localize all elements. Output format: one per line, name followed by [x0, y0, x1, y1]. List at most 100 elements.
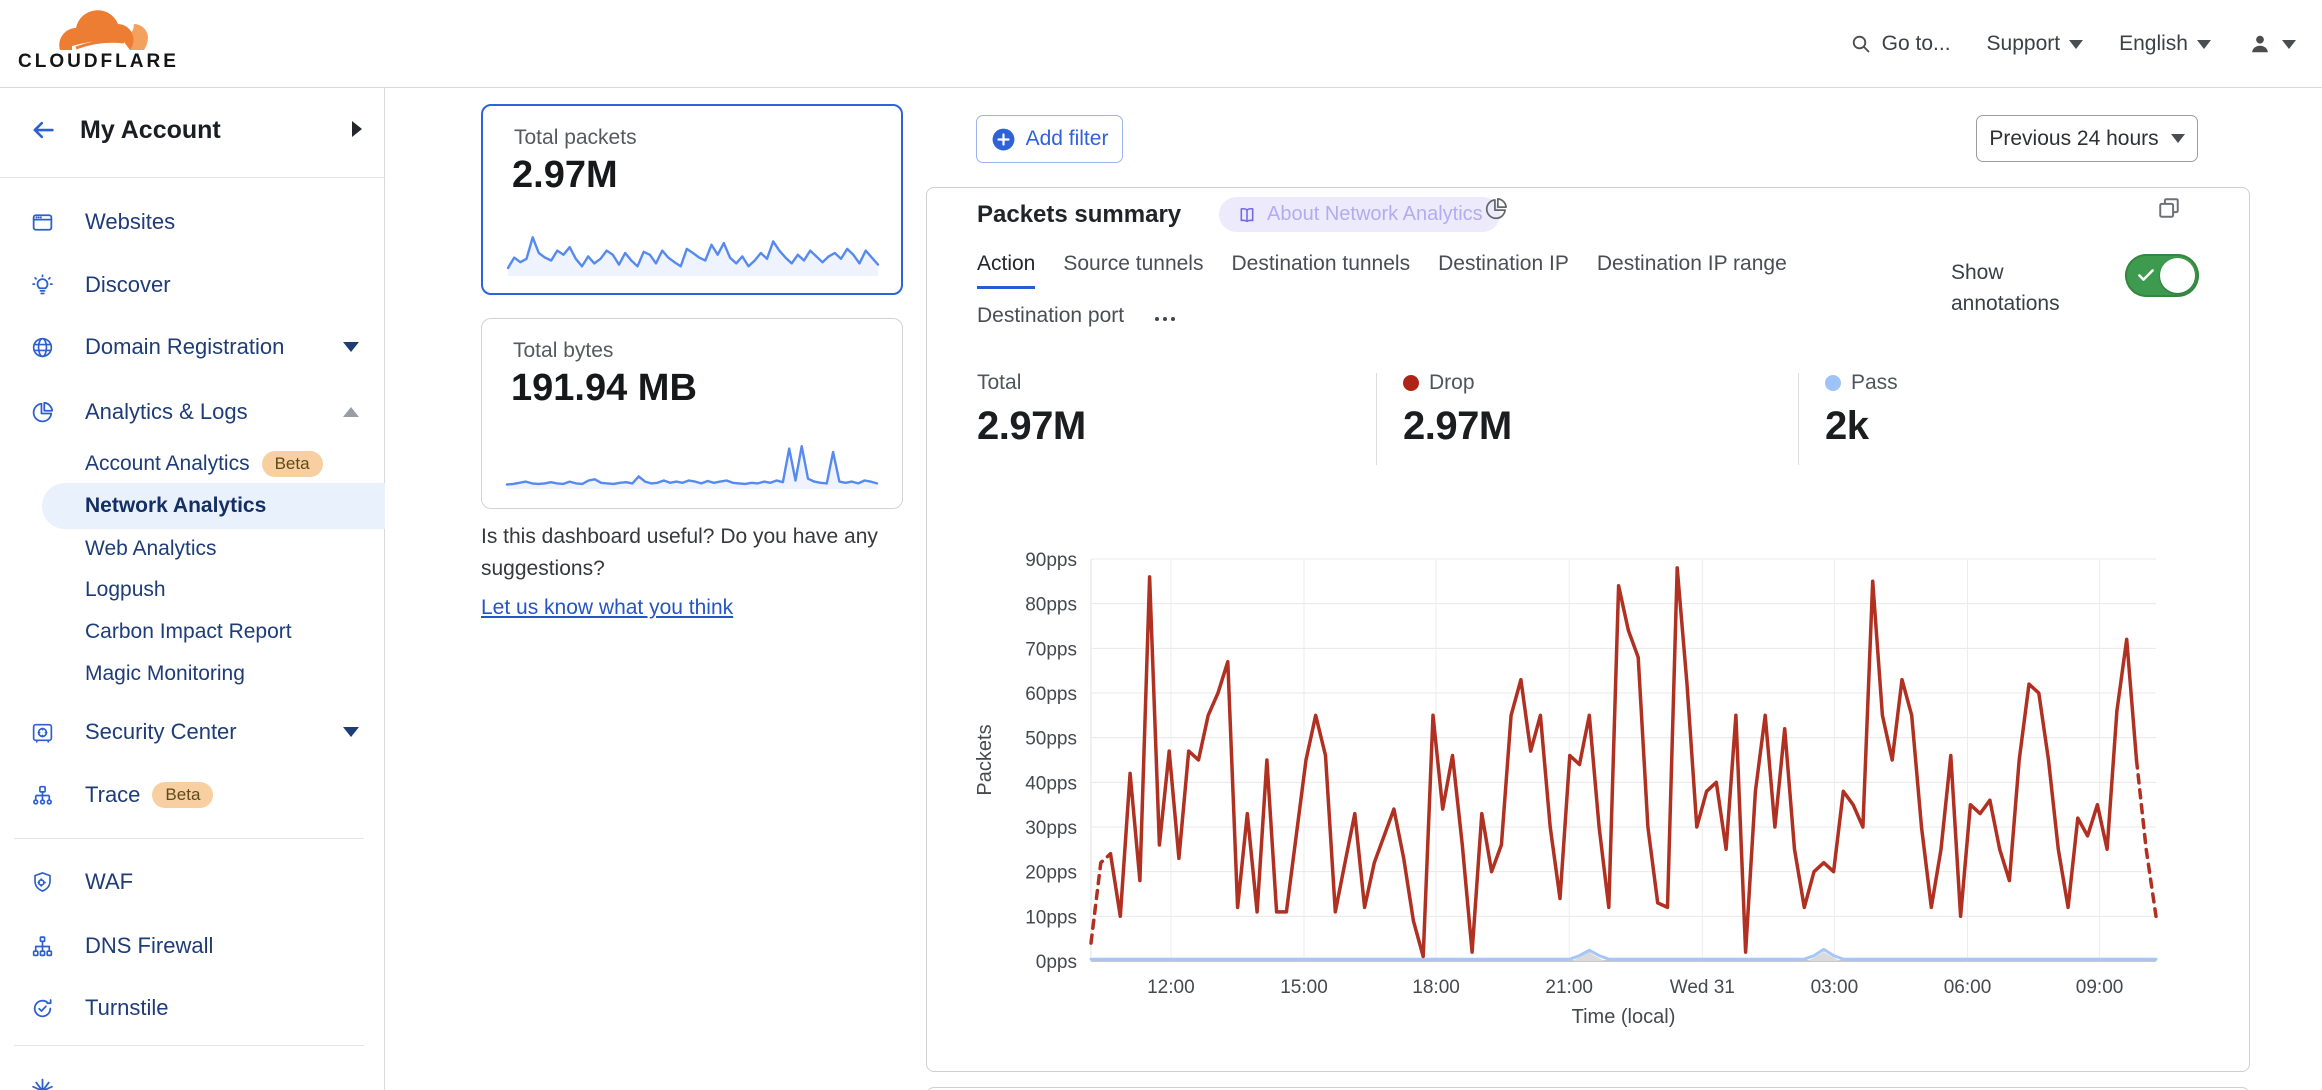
- sidebar-item-carbon-impact-report[interactable]: Carbon Impact Report: [0, 611, 385, 653]
- account-menu[interactable]: [2247, 31, 2296, 57]
- svg-text:90pps: 90pps: [1025, 550, 1077, 571]
- account-name[interactable]: My Account: [80, 116, 221, 144]
- go-to-search[interactable]: Go to...: [1849, 32, 1951, 56]
- show-annotations-toggle[interactable]: [2125, 254, 2199, 297]
- chevron-right-icon[interactable]: [352, 121, 362, 137]
- total-bytes-card[interactable]: Total bytes 191.94 MB: [481, 318, 903, 509]
- tab-source-tunnels[interactable]: Source tunnels: [1063, 252, 1204, 275]
- sidebar-item-label: DNS Firewall: [85, 933, 214, 958]
- back-arrow-icon[interactable]: [28, 115, 58, 150]
- browser-icon: [30, 210, 55, 235]
- divider: [1376, 373, 1377, 465]
- sidebar-item-security-center[interactable]: Security Center: [0, 710, 385, 754]
- chevron-down-icon: [2282, 39, 2296, 49]
- divider: [0, 177, 385, 178]
- feedback-block: Is this dashboard useful? Do you have an…: [481, 521, 926, 624]
- about-network-analytics-badge[interactable]: About Network Analytics: [1219, 197, 1500, 232]
- trace-tree-icon: [30, 783, 55, 808]
- show-annotations-label: Show annotations: [1951, 261, 2060, 315]
- sidebar-item-turnstile[interactable]: Turnstile: [0, 986, 385, 1030]
- time-range-label: Previous 24 hours: [1989, 126, 2159, 150]
- sidebar-item-discover[interactable]: Discover: [0, 263, 385, 307]
- divider: [14, 838, 364, 839]
- topbar: CLOUDFLARE Go to... Support English: [0, 0, 2322, 88]
- sidebar-item-label: Analytics & Logs: [85, 399, 248, 424]
- feedback-link[interactable]: Let us know what you think: [481, 596, 734, 619]
- cloudflare-logo[interactable]: CLOUDFLARE: [18, 8, 188, 73]
- sidebar-item-label: Carbon Impact Report: [85, 620, 292, 643]
- hierarchy-icon: [30, 934, 55, 959]
- chevron-down-icon: [343, 342, 359, 352]
- check-icon: [2138, 269, 2154, 281]
- support-menu[interactable]: Support: [1987, 32, 2084, 56]
- lightbulb-icon: [30, 273, 55, 298]
- packets-summary-card: Packets summary About Network Analytics …: [926, 187, 2250, 1072]
- sidebar-item-websites[interactable]: Websites: [0, 200, 385, 244]
- sidebar-item-logpush[interactable]: Logpush: [0, 569, 385, 611]
- section-title: Packets summary: [977, 201, 1182, 228]
- sidebar-item-magic-monitoring[interactable]: Magic Monitoring: [0, 653, 385, 695]
- add-filter-label: Add filter: [1025, 127, 1109, 150]
- pie-chart-icon: [30, 400, 55, 425]
- svg-text:03:00: 03:00: [1811, 977, 1859, 998]
- sidebar-item-waf[interactable]: WAF: [0, 860, 385, 904]
- stat-pass[interactable]: Pass 2k: [1825, 371, 1898, 449]
- svg-text:18:00: 18:00: [1412, 977, 1460, 998]
- tab-action[interactable]: Action: [977, 252, 1036, 289]
- bytes-sparkline: [505, 445, 879, 489]
- sidebar-item-analytics-logs[interactable]: Analytics & Logs: [0, 390, 385, 434]
- packets-sparkline: [506, 236, 880, 276]
- total-packets-card[interactable]: Total packets 2.97M: [481, 104, 903, 295]
- language-menu[interactable]: English: [2119, 32, 2211, 56]
- stat-value: 2.97M: [1403, 404, 1512, 448]
- chevron-down-icon: [343, 727, 359, 737]
- sidebar-item-dns-firewall[interactable]: DNS Firewall: [0, 924, 385, 968]
- stat-value: 2k: [1825, 404, 1869, 448]
- pass-dot: [1825, 375, 1841, 391]
- sidebar-item-web-analytics[interactable]: Web Analytics: [0, 528, 385, 570]
- divider: [1798, 373, 1799, 465]
- sidebar-item-trace[interactable]: Trace Beta: [0, 773, 385, 817]
- brand-name: CLOUDFLARE: [18, 51, 179, 72]
- sidebar-item-label: Trace: [85, 782, 141, 807]
- sidebar-item-network-analytics[interactable]: Network Analytics: [42, 483, 385, 529]
- expand-icon[interactable]: [2155, 194, 2183, 227]
- tab-destination-port[interactable]: Destination port: [977, 304, 1125, 327]
- data-freshness-icon[interactable]: [1483, 196, 1509, 227]
- tab-destination-ip[interactable]: Destination IP: [1438, 252, 1569, 275]
- svg-text:Packets: Packets: [974, 724, 996, 795]
- more-tabs-icon[interactable]: [1152, 310, 1178, 329]
- sidebar-item-label: Domain Registration: [85, 334, 285, 359]
- feedback-text: Is this dashboard useful? Do you have an…: [481, 525, 878, 580]
- stat-label: Drop: [1429, 371, 1475, 394]
- plus-circle-icon: [992, 128, 1014, 150]
- cloudflare-cloud-icon: [59, 10, 148, 50]
- sidebar-item-label: WAF: [85, 869, 134, 894]
- time-range-dropdown[interactable]: Previous 24 hours: [1976, 115, 2198, 162]
- stat-total: Total 2.97M: [977, 371, 1086, 449]
- sidebar-item-label: Network Analytics: [85, 494, 267, 517]
- svg-text:60pps: 60pps: [1025, 684, 1077, 705]
- sidebar-item-label: Websites: [85, 209, 176, 234]
- tab-destination-ip-range[interactable]: Destination IP range: [1596, 252, 1787, 275]
- burst-icon: [30, 1070, 55, 1090]
- card-value: 2.97M: [512, 154, 618, 196]
- about-badge-label: About Network Analytics: [1267, 203, 1483, 225]
- tabs-row-1: Action Source tunnels Destination tunnel…: [977, 252, 1787, 289]
- divider: [14, 1045, 364, 1046]
- globe-icon: [30, 335, 55, 360]
- add-filter-button[interactable]: Add filter: [976, 115, 1123, 163]
- sidebar-item-partial[interactable]: [0, 1070, 385, 1090]
- tab-destination-tunnels[interactable]: Destination tunnels: [1231, 252, 1411, 275]
- svg-text:50pps: 50pps: [1025, 729, 1077, 750]
- sidebar-item-label: Magic Monitoring: [85, 662, 245, 685]
- stat-drop[interactable]: Drop 2.97M: [1403, 371, 1512, 449]
- support-label: Support: [1986, 32, 2061, 55]
- sidebar-item-domain-registration[interactable]: Domain Registration: [0, 325, 385, 369]
- sidebar-item-account-analytics[interactable]: Account Analytics Beta: [0, 443, 385, 485]
- shield-icon: [30, 870, 55, 895]
- beta-badge: Beta: [152, 782, 214, 808]
- sidebar-item-label: Web Analytics: [85, 537, 217, 560]
- svg-text:10pps: 10pps: [1025, 907, 1077, 928]
